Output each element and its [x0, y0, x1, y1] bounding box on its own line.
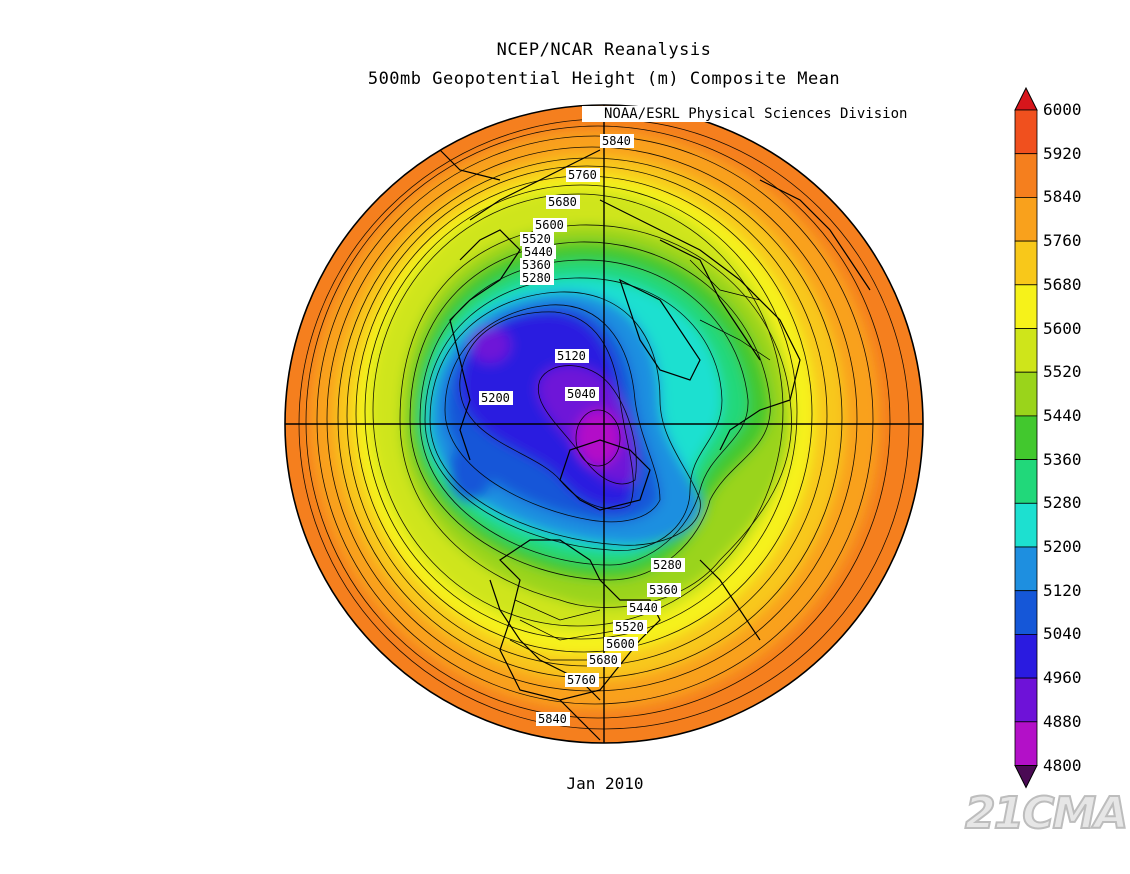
colorbar-bin [1014, 677, 1038, 723]
low-west [448, 442, 492, 502]
colorbar-bin [1014, 240, 1038, 286]
colorbar-tick-label: 5040 [1043, 624, 1082, 644]
colorbar-tick-label: 5760 [1043, 231, 1082, 251]
colorbar-bin [1014, 546, 1038, 592]
contour-label: 5280 [522, 271, 551, 285]
colorbar-arrow-bottom [1014, 765, 1038, 789]
map-title: NCEP/NCAR Reanalysis [496, 40, 712, 60]
colorbar-tick-label: 6000 [1043, 100, 1082, 119]
height-field [285, 105, 923, 743]
coastlines [439, 149, 871, 741]
colorbar-bin [1014, 415, 1038, 460]
contour-labels: 5840 5760 5680 5600 5520 5440 5360 5280 … [479, 134, 685, 726]
low-siberia [470, 327, 510, 363]
colorbar [1014, 86, 1038, 789]
contour-label: 5680 [548, 195, 577, 209]
contour-label: 5760 [568, 168, 597, 182]
date-label: Jan 2010 [566, 774, 644, 793]
watermark-logo: 21CMA [964, 787, 1129, 840]
colorbar-bin [1014, 371, 1038, 417]
colorbar-tick-label: 4960 [1043, 668, 1082, 688]
top-labels: 5840 5760 5680 5600 5520 5440 5360 5280 [520, 134, 634, 285]
colorbar-tick-label: 5520 [1043, 362, 1082, 382]
colorbar-tick-label: 5840 [1043, 187, 1082, 207]
colorbar-tick-label: 5120 [1043, 580, 1082, 600]
colorbar-bin [1014, 284, 1038, 329]
contour-label: 5360 [522, 258, 551, 272]
contour-label: 5120 [557, 349, 586, 363]
colorbar-tick-label: 4880 [1043, 711, 1082, 731]
contour-label: 5760 [567, 673, 596, 687]
colorbar-bin [1014, 109, 1038, 155]
contour-label: 5600 [606, 637, 635, 651]
colorbar-bin [1014, 721, 1038, 766]
polar-map: 5840 5760 5680 5600 5520 5440 5360 5280 … [284, 104, 924, 744]
colorbar-tick-label: 4800 [1043, 755, 1082, 775]
map-subtitle: 500mb Geopotential Height (m) Composite … [367, 69, 841, 89]
colorbar-tick-label: 5200 [1043, 537, 1082, 556]
colorbar-arrow-top [1014, 86, 1038, 111]
contour-label: 5280 [653, 558, 682, 572]
borders [509, 259, 771, 661]
colorbar-bin [1014, 590, 1038, 635]
bottom-labels: 5280 5360 5440 5520 5600 5680 5760 5840 [536, 558, 685, 726]
contour-label: 5520 [522, 232, 551, 246]
colorbar-bin [1014, 328, 1038, 373]
colorbar-tick-label: 5360 [1043, 449, 1082, 469]
contour-label: 5440 [629, 601, 658, 615]
credit-label: NOAA/ESRL Physical Sciences Division [582, 106, 914, 122]
contour-label: 5360 [649, 583, 678, 597]
contour-label: 5840 [602, 134, 631, 148]
colorbar-bin [1014, 634, 1038, 679]
colorbar-bin [1014, 502, 1038, 548]
colorbar-tick-label: 5920 [1043, 143, 1082, 163]
contour-label: 5600 [535, 218, 564, 232]
contour-label: 5040 [567, 387, 596, 401]
contour-label: 5440 [524, 245, 553, 259]
contour-label: 5680 [589, 653, 618, 667]
colorbar-tick-label: 5440 [1043, 405, 1082, 425]
colorbar-tick-label: 5680 [1043, 274, 1082, 294]
colorbar-tick-label: 5600 [1043, 318, 1082, 338]
contour-label: 5520 [615, 620, 644, 634]
contour-label: 5200 [481, 391, 510, 405]
colorbar-bin [1014, 197, 1038, 242]
center-labels: 5120 5200 5040 [479, 349, 599, 405]
colorbar-tick-label: 5280 [1043, 493, 1082, 513]
contour-label: 5840 [538, 712, 567, 726]
colorbar-bin [1014, 459, 1038, 504]
colorbar-bin [1014, 153, 1038, 198]
